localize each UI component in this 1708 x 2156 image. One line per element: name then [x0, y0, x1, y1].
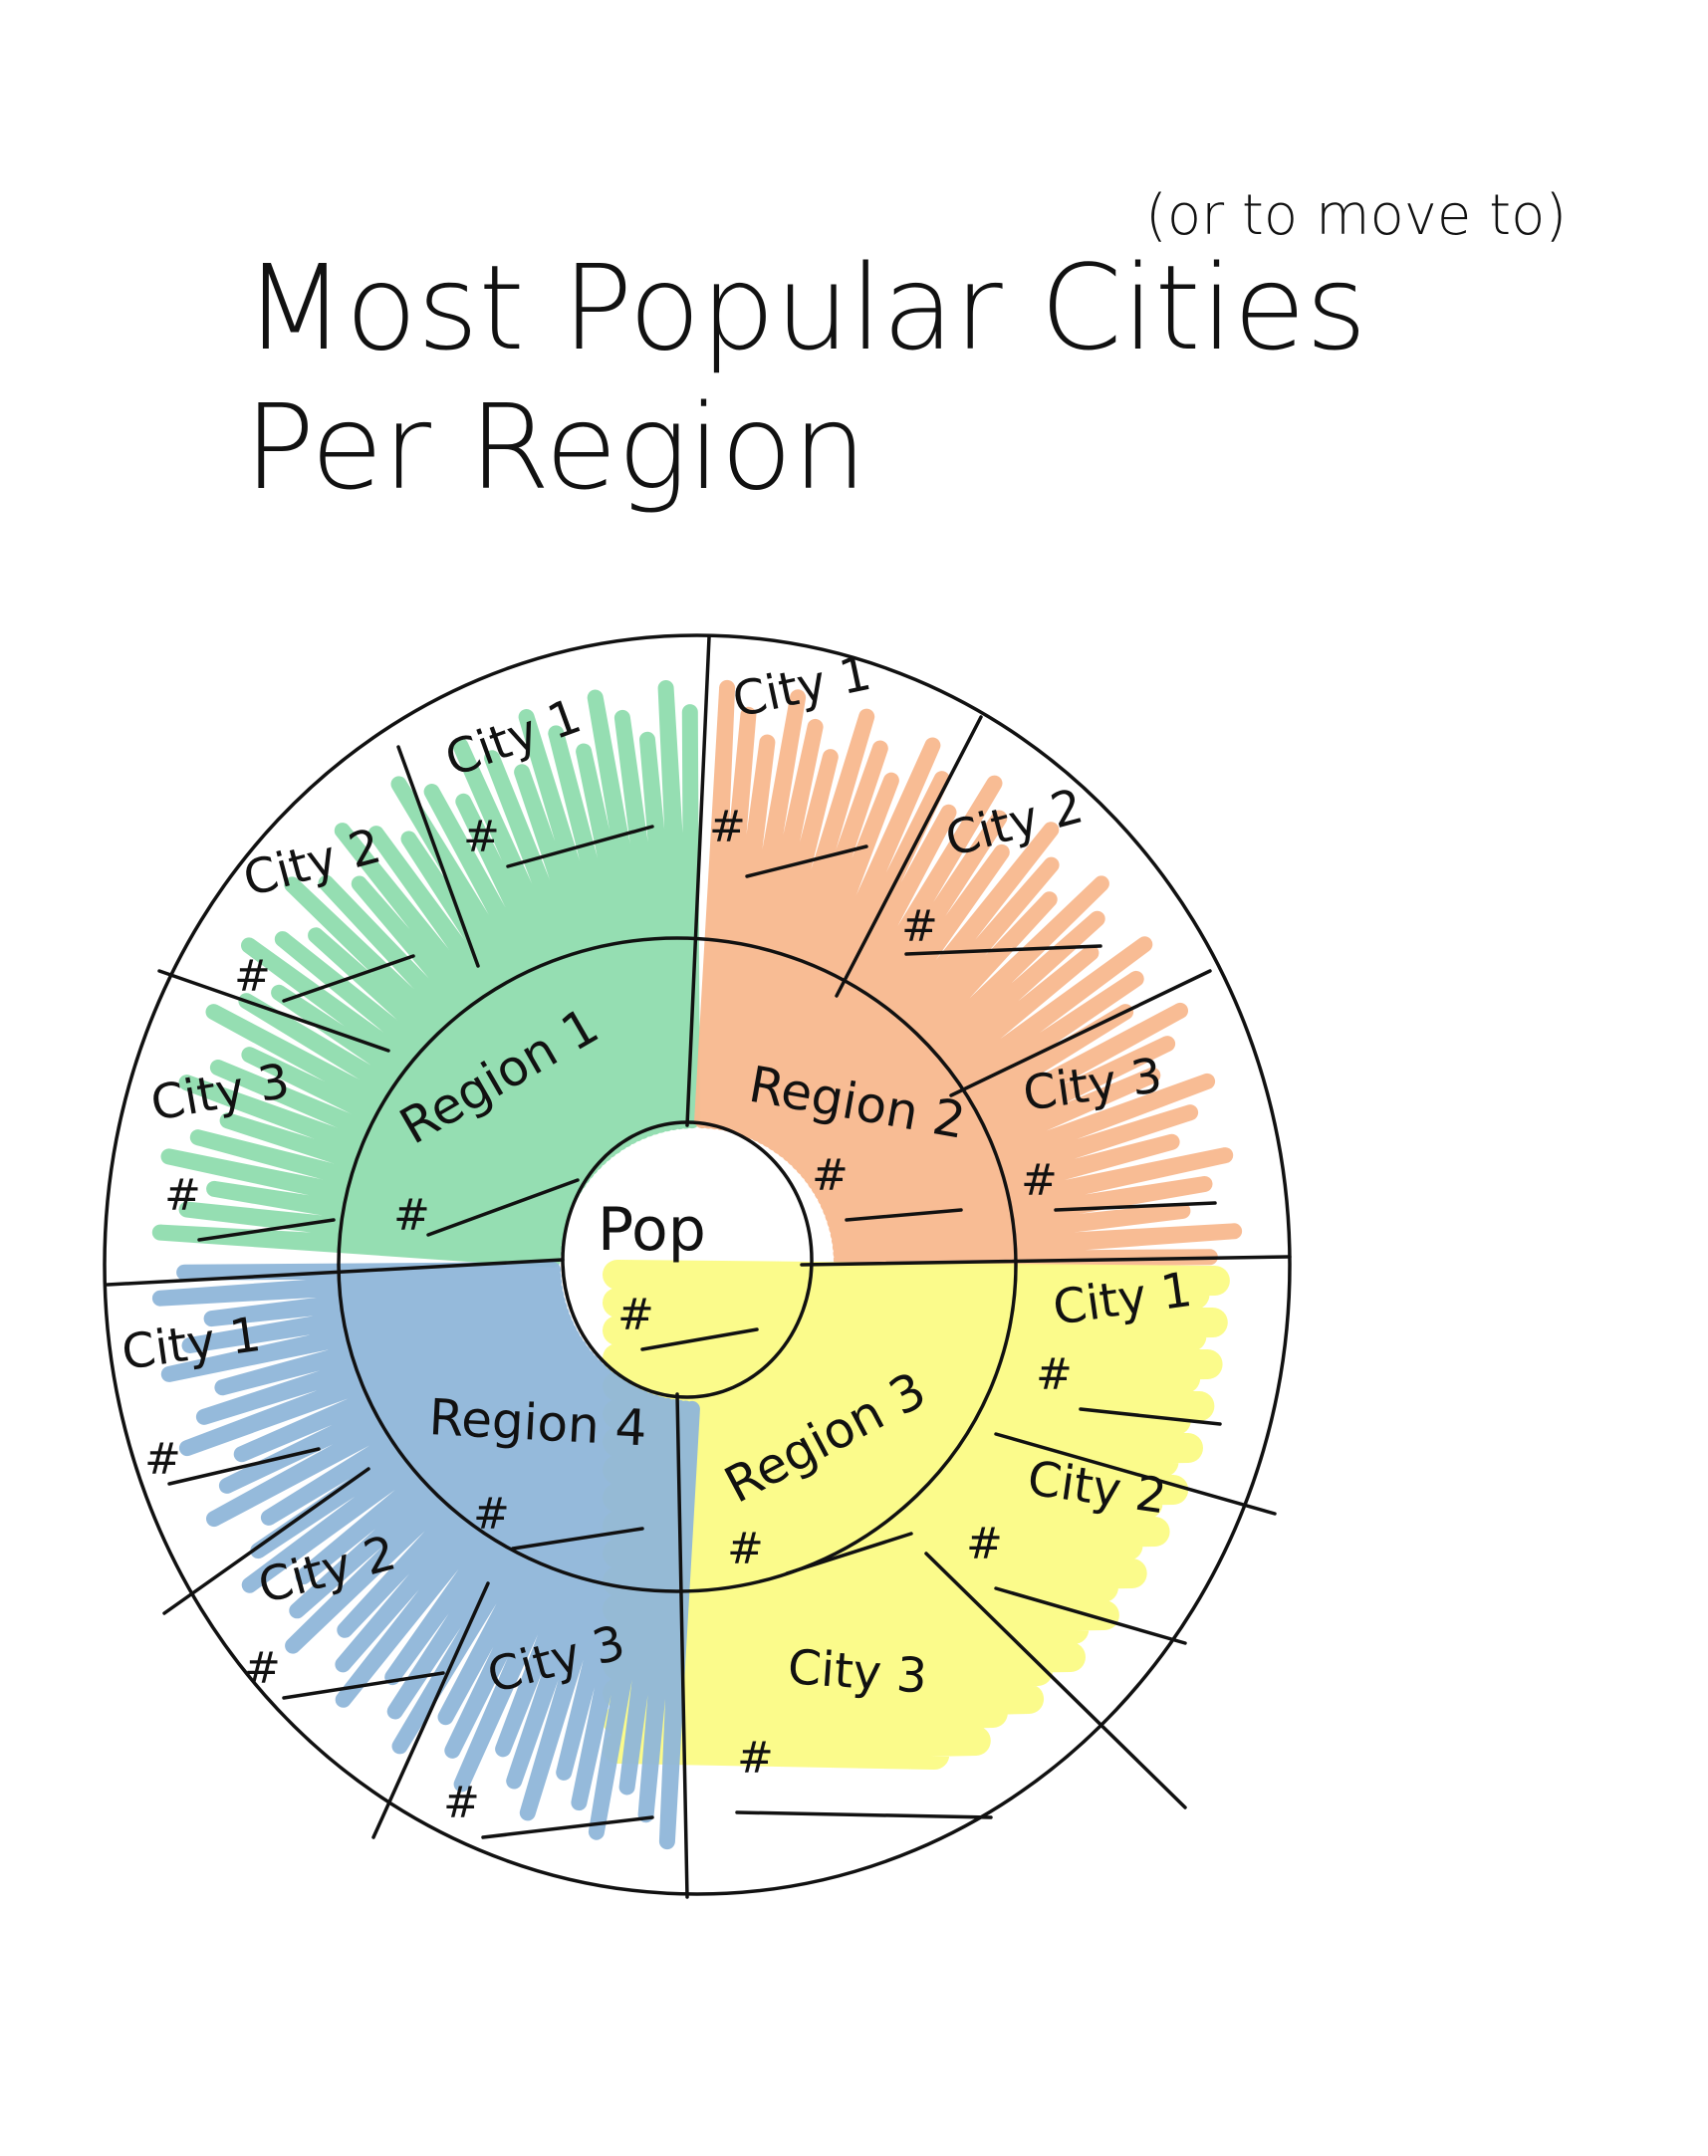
region-2-city-2-label: City 2 [940, 778, 1090, 867]
region-2-city-1-value-blank [745, 844, 868, 878]
region-1-city-2-value-marker: # [234, 951, 271, 1002]
region-2-city-3-value-marker: # [1021, 1155, 1058, 1206]
region-3-city-divider-a [994, 1432, 1277, 1516]
region-4-city-1-value-blank [167, 1447, 321, 1486]
region-4-fill-scribble [151, 1262, 700, 1850]
center-value-marker: # [617, 1290, 654, 1340]
region-2-city-divider-a [835, 715, 983, 998]
region-3-city-1: City 1 # [1036, 1262, 1222, 1426]
region-4-value-marker: # [473, 1489, 510, 1540]
region-2-city-3-value-blank [1054, 1201, 1217, 1212]
region-3-city-divider-b [924, 1552, 1187, 1809]
region-1-fill [151, 680, 700, 1268]
chart-title-line2: Per Region [244, 378, 866, 516]
region-3-city-1-value-marker: # [1036, 1349, 1073, 1400]
chart-title: Most Popular Cities [244, 239, 1367, 376]
region-3-city-3-value-marker: # [737, 1733, 774, 1784]
quadrant-divider-left [106, 1258, 565, 1287]
region-2-city-1-value-marker: # [709, 802, 746, 852]
chart-title-note: (or to move to) [1145, 183, 1567, 248]
region-2-fill-scribble [694, 679, 1243, 1268]
quadrant-divider-bottom [675, 1392, 689, 1899]
region-4-city-divider-a [162, 1467, 370, 1615]
region-4: Region 4 # [427, 1388, 648, 1551]
region-1-city-3-value-marker: # [164, 1170, 201, 1221]
region-3-value-marker: # [727, 1524, 764, 1574]
region-4-city-1-label: City 1 [119, 1307, 264, 1381]
region-1-city-1-value-blank [506, 825, 654, 868]
region-2-city-2-value-blank [904, 944, 1102, 956]
center-value-blank [640, 1327, 759, 1351]
ring-outlines [103, 633, 1292, 1896]
region-2-city-2-value-marker: # [901, 901, 938, 952]
region-fills [151, 679, 1243, 1850]
region-3-value-blank [785, 1532, 913, 1575]
region-4-value-blank [511, 1527, 644, 1551]
region-3-city-2-value-marker: # [966, 1519, 1003, 1569]
region-1-city-1-value-marker: # [463, 812, 500, 862]
region-2-value-blank [845, 1208, 963, 1222]
region-3-city-3-label: City 3 [786, 1639, 928, 1705]
region-4-fill [151, 1262, 700, 1850]
region-1-city-divider-a [396, 745, 480, 968]
region-4-city-3-value-marker: # [443, 1778, 480, 1828]
region-3-city-3: City 3 # [735, 1639, 993, 1819]
quadrant-divider-right [800, 1255, 1292, 1267]
region-4-city-1-value-marker: # [144, 1434, 181, 1485]
region-2-city-divider-b [949, 969, 1212, 1097]
outer-ring [103, 633, 1292, 1896]
region-3-city-3-value-blank [735, 1810, 993, 1819]
region-4-city-3-value-blank [481, 1815, 654, 1839]
center-label: Pop [598, 1195, 706, 1265]
region-2-fill [694, 679, 1243, 1268]
region-4-city-2-value-blank [282, 1671, 445, 1700]
region-4-city-2-value-marker: # [244, 1643, 281, 1694]
region-3-fill [603, 1260, 1230, 1770]
region-3-city-1-value-blank [1079, 1407, 1222, 1426]
quadrant-divider-top [685, 635, 711, 1127]
region-1-city-2-value-blank [282, 954, 415, 1003]
region-3-fill-scribble [603, 1260, 1230, 1770]
region-1-value-blank [426, 1178, 580, 1237]
region-4-city-divider-b [371, 1581, 490, 1839]
ring-dividers [106, 635, 1292, 1899]
region-4-city-1: City 1 # [119, 1307, 321, 1486]
region-2-value-marker: # [812, 1150, 849, 1201]
region-4-label: Region 4 [427, 1388, 648, 1457]
region-1-value-marker: # [393, 1190, 430, 1241]
region-3-city-2-value-blank [994, 1586, 1187, 1645]
region-1-city-3-value-blank [197, 1218, 336, 1242]
middle-ring [337, 936, 1018, 1593]
region-1-city-divider-b [157, 969, 390, 1053]
center-node: Pop # [598, 1195, 759, 1351]
region-1-fill-scribble [151, 680, 700, 1268]
title-group: Most Popular Cities (or to move to) Per … [244, 183, 1567, 516]
